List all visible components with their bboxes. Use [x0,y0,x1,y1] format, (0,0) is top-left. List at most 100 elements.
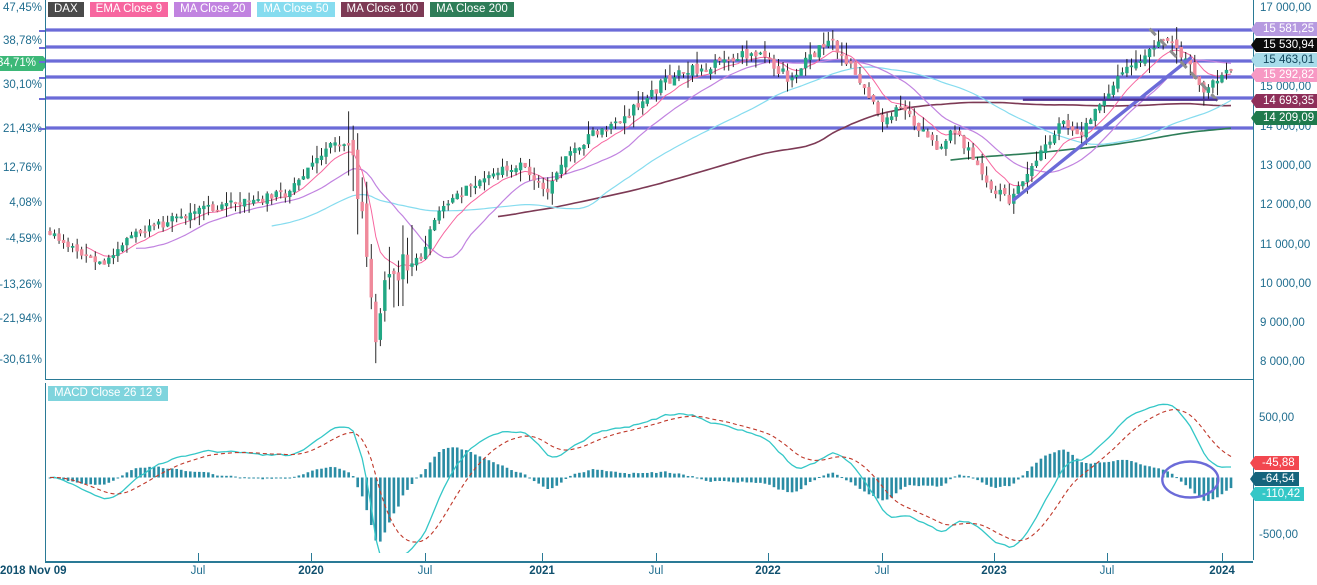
macd-hist-bar [917,477,921,487]
date-tick-label: 2021 [529,565,555,577]
right-axis-tick: 11 000,00 [1260,239,1311,251]
left-axis-tick: 30,10% [2,79,42,91]
right-price-axis[interactable]: 17 000,00 15 000,00 14 000,00 13 000,00 12 0… [1250,0,1317,560]
left-axis-tick: 38,78% [2,35,42,47]
candle-up [1093,108,1097,121]
candle-up [1030,165,1034,177]
candle-down [957,130,962,135]
macd-hist-bar [261,477,264,480]
current-percent-badge: 34,71% [0,56,50,71]
candle-up [518,162,523,171]
macd-hist-bar [813,477,817,481]
price-marker-label[interactable]: 15 530,94 [1250,38,1317,52]
legend-item-ema-close-9[interactable]: EMA Close 9 [89,2,169,17]
macd-hist-bar [1007,477,1011,487]
macd-hist-bar [826,473,830,478]
left-axis-level-stub [39,30,45,32]
left-axis-level-stub [39,61,45,63]
candle-up [179,216,183,219]
candle-down [754,51,758,57]
candle-down [541,182,545,189]
candle-up [383,280,387,311]
macd-marker-label[interactable]: -110,42 [1249,487,1305,501]
legend-item-ma-close-20[interactable]: MA Close 20 [174,2,252,17]
date-axis[interactable]: 2018 Nov 09 Jul 2020 Jul 2021 Jul 2022 Jul 2023 J… [0,553,1317,585]
candle-up [1206,87,1211,93]
macd-marker-label[interactable]: -45,88 [1250,456,1299,470]
legend-item-ma-close-200[interactable]: MA Close 200 [430,2,514,17]
macd-hist-bar [709,477,712,482]
candle-down [654,89,659,94]
macd-hist-bar [66,477,70,481]
legend-item-ma-close-50[interactable]: MA Close 50 [257,2,335,17]
candle-up [378,313,383,340]
candle-up [808,54,812,60]
macd-hist-bar [1121,459,1124,478]
candle-up [473,185,478,189]
macd-hist-bar [1207,477,1210,502]
candle-down [215,209,220,212]
macd-indicator-panel[interactable] [45,383,1253,553]
macd-hist-bar [62,477,65,480]
left-axis-level-stub [39,98,45,100]
candle-up [645,97,649,104]
candle-down [767,57,772,60]
price-chart-panel[interactable] [45,0,1254,380]
price-marker-label[interactable]: 14 693,35 [1250,94,1317,108]
macd-hist-bar [84,477,88,485]
macd-hist-bar [650,472,654,478]
candle-up [677,70,681,76]
macd-hist-bar [636,473,640,478]
macd-signal-line [50,409,1232,543]
candle-down [346,143,351,146]
macd-hist-bar [591,469,595,478]
macd-hist-bar [1211,477,1215,500]
macd-hist-bar [478,456,482,478]
price-marker-label[interactable]: 15 292,82 [1250,68,1317,82]
macd-hist-bar [655,472,658,478]
price-marker-label[interactable]: 14 209,09 [1250,111,1317,125]
legend-item-ma-close-100[interactable]: MA Close 100 [340,2,425,17]
chart-legend[interactable]: DAX EMA Close 9 MA Close 20 MA Close 50 MA C… [48,2,514,17]
legend-item-macd[interactable]: MACD Close 26 12 9 [48,386,169,401]
macd-marker-label[interactable]: -64,54 [1250,472,1299,486]
candle-up [107,257,111,264]
candle-down [835,40,840,53]
price-marker-value: 14 693,35 [1263,95,1315,107]
rising-trendline [1012,56,1192,202]
macd-hist-bar [125,472,129,478]
candle-up [740,51,745,58]
left-percent-axis[interactable]: 47,45% 38,78% 30,10% 21,43% 12,76% 4,08% -4,59… [0,0,50,560]
price-marker-label[interactable]: 15 581,25 [1250,22,1317,36]
marker-arrow-icon [1250,472,1255,486]
left-axis-tick: -4,59% [5,233,42,245]
candle-up [500,166,505,175]
candle-up [451,197,455,203]
candle-up [1034,160,1039,167]
candle-up [690,65,695,76]
macd-right-axis[interactable]: 500,00 -500,00 -45,88 -64,54 -110,42 [1249,383,1317,553]
macd-hist-bar [854,477,857,486]
candle-up [428,229,432,249]
macd-hist-bar [845,477,848,481]
price-marker-label[interactable]: 15 463,01 [1250,53,1317,67]
macd-hist-bar [487,460,491,478]
macd-hist-bar [876,477,880,499]
left-axis-tick: 4,08% [9,197,42,209]
macd-hist-bar [1134,462,1138,478]
candle-down [84,254,88,257]
ma-200-line [950,127,1232,161]
legend-item-dax[interactable]: DAX [48,2,84,17]
macd-hist-bar [283,477,287,479]
candle-down [849,61,853,64]
macd-hist-bar [722,477,726,482]
candle-down [211,204,215,211]
candle-down [822,43,826,48]
macd-hist-bar [750,477,753,483]
candle-down [1079,131,1084,136]
macd-hist-bar [419,474,423,478]
marker-arrow-icon [1250,456,1255,470]
macd-hist-bar [836,474,839,478]
macd-legend[interactable]: MACD Close 26 12 9 [48,386,169,401]
macd-hist-bar [989,477,993,487]
